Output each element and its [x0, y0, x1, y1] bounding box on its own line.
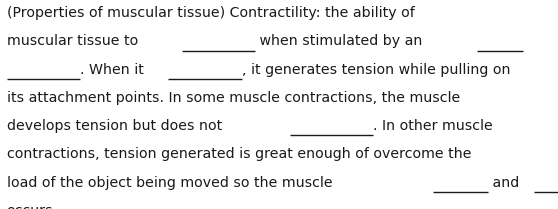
Text: occurs.: occurs.: [7, 204, 57, 209]
Text: . When it: . When it: [80, 63, 148, 77]
Text: (Properties of muscular tissue) Contractility: the ability of: (Properties of muscular tissue) Contract…: [7, 6, 415, 20]
Text: develops tension but does not: develops tension but does not: [7, 119, 227, 133]
Text: when stimulated by an: when stimulated by an: [256, 34, 427, 48]
Text: . In other muscle: . In other muscle: [373, 119, 493, 133]
Text: and: and: [488, 176, 523, 190]
Text: muscular tissue to: muscular tissue to: [7, 34, 142, 48]
Text: , it generates tension while pulling on: , it generates tension while pulling on: [242, 63, 511, 77]
Text: contractions, tension generated is great enough of overcome the: contractions, tension generated is great…: [7, 147, 471, 161]
Text: load of the object being moved so the muscle: load of the object being moved so the mu…: [7, 176, 337, 190]
Text: its attachment points. In some muscle contractions, the muscle: its attachment points. In some muscle co…: [7, 91, 460, 105]
